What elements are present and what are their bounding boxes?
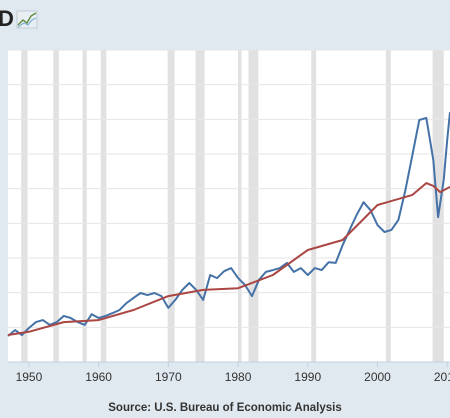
recession-bar bbox=[248, 50, 259, 362]
x-tick-label: 2000 bbox=[364, 370, 391, 384]
series-line bbox=[7, 112, 450, 337]
recession-bar bbox=[100, 50, 107, 362]
x-tick-label: 1980 bbox=[225, 370, 252, 384]
recession-bar bbox=[238, 50, 242, 362]
x-tick-label: 1960 bbox=[85, 370, 112, 384]
source: Source: U.S. Bureau of Economic Analysis bbox=[108, 402, 341, 414]
recession-bar bbox=[195, 50, 205, 362]
recession-bar bbox=[21, 50, 28, 362]
x-tick-label: 1950 bbox=[16, 370, 43, 384]
plot-area bbox=[8, 50, 450, 362]
x-tick-label: 1990 bbox=[294, 370, 321, 384]
recession-bar bbox=[385, 50, 391, 362]
recession-bar bbox=[311, 50, 317, 362]
series-line bbox=[7, 182, 450, 336]
recession-bar bbox=[53, 50, 59, 362]
x-tick-label: 1970 bbox=[155, 370, 182, 384]
recession-bar bbox=[167, 50, 175, 362]
recession-bar bbox=[82, 50, 87, 362]
logo-icon bbox=[16, 10, 38, 29]
x-tick-label: 2010 bbox=[434, 370, 450, 384]
logo: D bbox=[0, 6, 14, 31]
